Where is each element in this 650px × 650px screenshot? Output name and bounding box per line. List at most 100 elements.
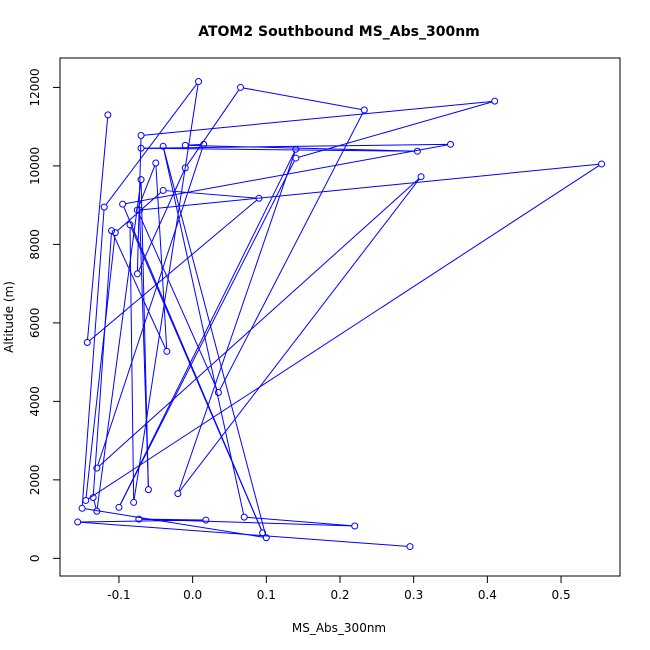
data-point (292, 154, 300, 162)
data-point (137, 132, 145, 140)
data-point (104, 111, 112, 119)
y-tick-label: 0 (28, 555, 42, 563)
data-point (174, 490, 182, 498)
series-segment (178, 151, 296, 491)
series-segment (133, 84, 199, 500)
series-segment (85, 235, 116, 498)
data-point (93, 464, 101, 472)
data-point (413, 147, 421, 155)
y-tick-label: 2000 (28, 465, 42, 496)
data-point (100, 203, 108, 211)
data-point (598, 160, 606, 168)
data-point (447, 140, 455, 148)
data-point (202, 516, 210, 524)
series-segment (92, 233, 112, 495)
data-point (136, 206, 144, 214)
data-point (255, 194, 263, 202)
series-segment (112, 233, 167, 349)
data-point (292, 145, 300, 153)
data-point (259, 529, 267, 537)
data-point (181, 141, 189, 149)
x-tick-label: 0.1 (257, 588, 276, 602)
data-point (137, 144, 145, 152)
x-tick-label: -0.1 (107, 588, 130, 602)
data-point (144, 486, 152, 494)
data-point (78, 504, 86, 512)
series-segment (84, 508, 264, 538)
series-segment (166, 190, 256, 199)
data-point (163, 347, 171, 355)
series-segment (179, 178, 420, 492)
series-segment (81, 210, 105, 506)
y-tick-label: 8000 (28, 229, 42, 260)
series-segment (96, 182, 142, 509)
data-point (137, 176, 145, 184)
data-point (111, 229, 119, 237)
series-segment (139, 213, 149, 487)
data-point (491, 97, 499, 105)
data-point (82, 496, 90, 504)
data-point (262, 534, 270, 542)
y-tick-label: 4000 (28, 386, 42, 417)
series-segment (188, 143, 201, 146)
data-series (74, 78, 606, 551)
series-segment (243, 87, 362, 110)
series-segment (138, 170, 185, 272)
data-point (93, 507, 101, 515)
series-segment (144, 147, 415, 152)
x-tick-label: 0.5 (552, 588, 571, 602)
y-tick-label: 10000 (28, 147, 42, 185)
data-point (135, 515, 143, 523)
series-segment (119, 160, 295, 505)
data-point (108, 227, 116, 235)
x-axis-label: MS_Abs_300nm (292, 621, 386, 635)
data-point (89, 494, 97, 502)
series-segment (186, 89, 240, 166)
series-segment (98, 178, 420, 467)
series-segment (142, 163, 599, 211)
data-point (417, 173, 425, 181)
data-point (130, 498, 138, 506)
data-point (351, 522, 359, 530)
series-segment (93, 500, 97, 509)
data-point (119, 200, 127, 208)
series-segment (89, 199, 257, 341)
series-segment (105, 83, 198, 206)
data-point (200, 140, 208, 148)
series-segment (155, 165, 168, 349)
series-segment (163, 149, 245, 515)
data-point (181, 164, 189, 172)
series-segment (141, 518, 352, 527)
x-tick-label: 0.4 (478, 588, 497, 602)
series-segment (123, 206, 262, 531)
data-point (159, 142, 167, 150)
data-point (133, 206, 141, 214)
data-point (360, 106, 368, 114)
x-tick-label: 0.3 (404, 588, 423, 602)
series-segment (97, 147, 204, 466)
series-segment (247, 516, 352, 527)
data-point (214, 389, 222, 397)
data-point (126, 221, 134, 229)
series-segment (125, 144, 448, 205)
x-axis: -0.1 0.0 0.1 0.2 0.3 0.4 0.5 (107, 575, 571, 602)
series-segment (87, 117, 109, 340)
series-segment (138, 212, 218, 391)
series-segment (88, 165, 600, 500)
data-point (237, 83, 245, 91)
x-tick-label: 0.2 (330, 588, 349, 602)
data-point (195, 78, 203, 86)
data-point (240, 513, 248, 521)
data-point (83, 339, 91, 347)
y-tick-label: 12000 (28, 68, 42, 106)
data-point (152, 159, 160, 167)
series-segment (188, 144, 415, 152)
data-point (133, 270, 141, 278)
series-segment (298, 101, 492, 158)
data-point (115, 503, 123, 511)
y-tick-label: 6000 (28, 308, 42, 339)
series-segment (119, 151, 295, 505)
data-point (406, 543, 414, 551)
series-segment (219, 112, 364, 391)
x-tick-label: 0.0 (183, 588, 202, 602)
